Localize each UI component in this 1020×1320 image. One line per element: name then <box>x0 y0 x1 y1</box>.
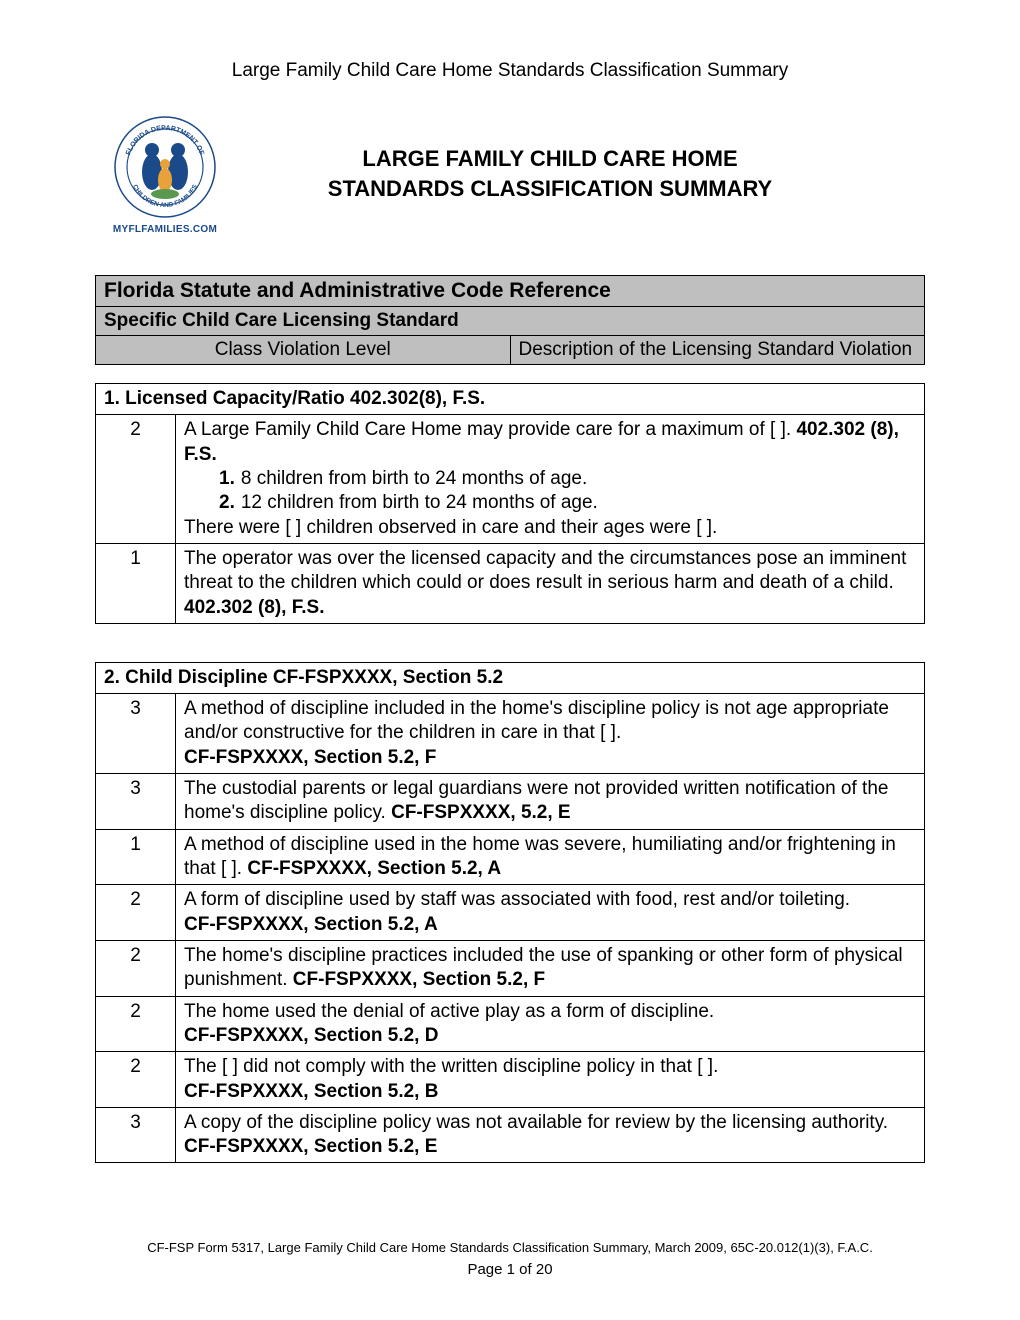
table-row: 1The operator was over the licensed capa… <box>96 543 925 623</box>
description-text: A form of discipline used by staff was a… <box>184 888 916 912</box>
violation-description-cell: A Large Family Child Care Home may provi… <box>176 415 925 544</box>
description-text: There were [ ] children observed in care… <box>184 516 916 540</box>
section-title-cell: 1. Licensed Capacity/Ratio 402.302(8), F… <box>96 384 925 415</box>
violation-description-cell: The operator was over the licensed capac… <box>176 543 925 623</box>
page-mid: of <box>515 1261 536 1278</box>
document-main-title: LARGE FAMILY CHILD CARE HOME STANDARDS C… <box>235 144 925 203</box>
table-row: 3A method of discipline included in the … <box>96 694 925 774</box>
page-prefix: Page <box>467 1261 506 1278</box>
table-row: 3The custodial parents or legal guardian… <box>96 774 925 830</box>
section-header-row: 2. Child Discipline CF-FSPXXXX, Section … <box>96 662 925 693</box>
violation-level-cell: 3 <box>96 774 176 830</box>
footer-page-number: Page 1 of 20 <box>95 1259 925 1280</box>
violation-level-cell: 2 <box>96 885 176 941</box>
section-table: 2. Child Discipline CF-FSPXXXX, Section … <box>95 662 925 1164</box>
description-text: A method of discipline included in the h… <box>184 697 916 746</box>
sections-container: 1. Licensed Capacity/Ratio 402.302(8), F… <box>95 383 925 1163</box>
table-row: 2 A form of discipline used by staff was … <box>96 885 925 941</box>
reference-code: 402.302 (8), F.S. <box>184 597 324 618</box>
table-row: Specific Child Care Licensing Standard <box>96 307 925 336</box>
agency-logo: FLORIDA DEPARTMENT OF CHILDREN AND FAMIL… <box>95 112 235 235</box>
violation-level-cell: 2 <box>96 940 176 996</box>
sublist: 1.8 children from birth to 24 months of … <box>184 467 916 516</box>
reference-header-table: Florida Statute and Administrative Code … <box>95 275 925 365</box>
violation-description-cell: The custodial parents or legal guardians… <box>176 774 925 830</box>
description-text: A method of discipline used in the home … <box>184 833 916 882</box>
table-row: 3A copy of the discipline policy was not… <box>96 1107 925 1163</box>
seal-icon: FLORIDA DEPARTMENT OF CHILDREN AND FAMIL… <box>110 112 220 222</box>
violation-description-cell: The home used the denial of active play … <box>176 996 925 1052</box>
description-text: A Large Family Child Care Home may provi… <box>184 418 916 467</box>
page-footer: CF-FSP Form 5317, Large Family Child Car… <box>95 1239 925 1280</box>
table-row: 2 The home used the denial of active play… <box>96 996 925 1052</box>
sublist-item: 2.12 children from birth to 24 months of… <box>219 491 916 515</box>
section-table: 1. Licensed Capacity/Ratio 402.302(8), F… <box>95 383 925 624</box>
logo-title-row: FLORIDA DEPARTMENT OF CHILDREN AND FAMIL… <box>95 112 925 235</box>
column-header-level: Class Violation Level <box>96 336 511 365</box>
violation-description-cell: The home's discipline practices included… <box>176 940 925 996</box>
reference-code: CF-FSPXXXX, Section 5.2, D <box>184 1024 916 1048</box>
violation-level-cell: 3 <box>96 694 176 774</box>
violation-level-cell: 3 <box>96 1107 176 1163</box>
reference-code: CF-FSPXXXX, Section 5.2, B <box>184 1080 916 1104</box>
table-row: 1A method of discipline used in the home… <box>96 829 925 885</box>
reference-code: CF-FSPXXXX, Section 5.2, F <box>184 746 916 770</box>
table-row: 2A Large Family Child Care Home may prov… <box>96 415 925 544</box>
description-text: The home's discipline practices included… <box>184 944 916 993</box>
table-row: 2The home's discipline practices include… <box>96 940 925 996</box>
description-text: The home used the denial of active play … <box>184 1000 916 1024</box>
section-title-cell: 2. Child Discipline CF-FSPXXXX, Section … <box>96 662 925 693</box>
reference-code: CF-FSPXXXX, Section 5.2, A <box>184 913 916 937</box>
reference-code: CF-FSPXXXX, 5.2, E <box>391 802 571 823</box>
violation-description-cell: A copy of the discipline policy was not … <box>176 1107 925 1163</box>
violation-description-cell: The [ ] did not comply with the written … <box>176 1052 925 1108</box>
description-text: The custodial parents or legal guardians… <box>184 777 916 826</box>
table-row: Florida Statute and Administrative Code … <box>96 276 925 307</box>
description-text: The [ ] did not comply with the written … <box>184 1055 916 1079</box>
page-header-title: Large Family Child Care Home Standards C… <box>95 60 925 82</box>
reference-code: CF-FSPXXXX, Section 5.2, A <box>247 858 501 879</box>
violation-description-cell: A method of discipline used in the home … <box>176 829 925 885</box>
sublist-item: 1.8 children from birth to 24 months of … <box>219 467 916 491</box>
table-row: Class Violation Level Description of the… <box>96 336 925 365</box>
violation-level-cell: 1 <box>96 829 176 885</box>
description-text: The operator was over the licensed capac… <box>184 547 916 620</box>
column-header-description: Description of the Licensing Standard Vi… <box>510 336 925 365</box>
main-title-line2: STANDARDS CLASSIFICATION SUMMARY <box>328 176 772 201</box>
section-header-row: 1. Licensed Capacity/Ratio 402.302(8), F… <box>96 384 925 415</box>
reference-code: CF-FSPXXXX, Section 5.2, E <box>184 1136 437 1157</box>
reference-code: 402.302 (8), F.S. <box>184 419 899 464</box>
reference-subtitle-cell: Specific Child Care Licensing Standard <box>96 307 925 336</box>
reference-title-cell: Florida Statute and Administrative Code … <box>96 276 925 307</box>
page-current: 1 <box>507 1261 515 1278</box>
violation-level-cell: 2 <box>96 996 176 1052</box>
violation-level-cell: 2 <box>96 415 176 544</box>
table-row: 2 The [ ] did not comply with the written… <box>96 1052 925 1108</box>
description-text: A copy of the discipline policy was not … <box>184 1111 916 1160</box>
footer-citation: CF-FSP Form 5317, Large Family Child Car… <box>95 1239 925 1257</box>
violation-description-cell: A form of discipline used by staff was a… <box>176 885 925 941</box>
violation-description-cell: A method of discipline included in the h… <box>176 694 925 774</box>
logo-website-text: MYFLFAMILIES.COM <box>113 224 217 235</box>
main-title-line1: LARGE FAMILY CHILD CARE HOME <box>362 146 737 171</box>
page-total: 20 <box>536 1261 553 1278</box>
violation-level-cell: 2 <box>96 1052 176 1108</box>
reference-code: CF-FSPXXXX, Section 5.2, F <box>293 969 545 990</box>
violation-level-cell: 1 <box>96 543 176 623</box>
